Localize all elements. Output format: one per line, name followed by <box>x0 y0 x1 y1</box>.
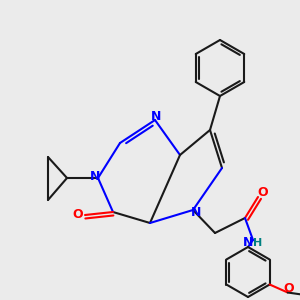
Text: N: N <box>151 110 161 124</box>
Text: N: N <box>243 236 253 250</box>
Text: O: O <box>258 187 268 200</box>
Text: O: O <box>283 282 294 295</box>
Text: N: N <box>90 169 100 182</box>
Text: H: H <box>254 238 262 248</box>
Text: N: N <box>191 206 201 220</box>
Text: O: O <box>73 208 83 221</box>
